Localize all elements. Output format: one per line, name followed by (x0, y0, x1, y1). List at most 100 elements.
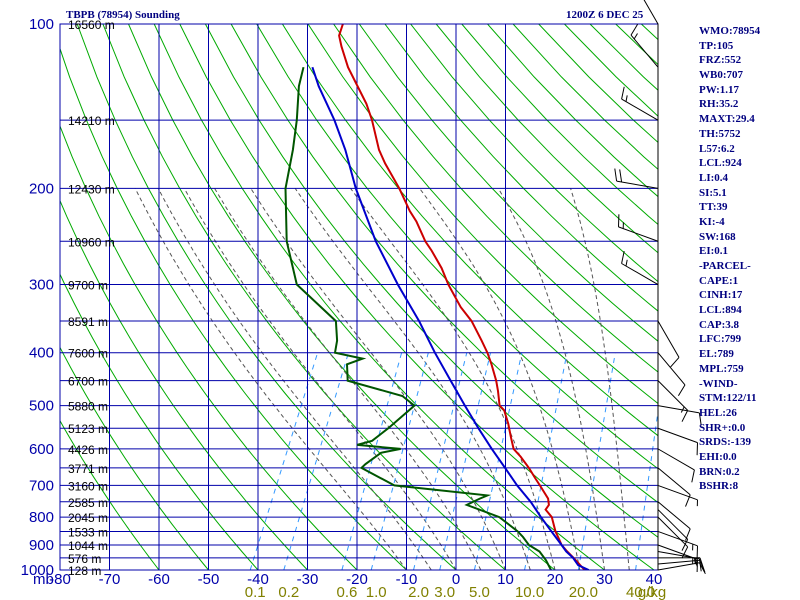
wind-barb-flag (621, 250, 625, 264)
pressure-tick-label: 100 (29, 16, 54, 33)
wind-barb-staff (657, 320, 680, 358)
moist-adiabat-line (134, 188, 407, 570)
height-label: 5123 m (68, 422, 108, 436)
mixing-ratio-line (635, 407, 658, 570)
wind-barb (657, 405, 702, 426)
moist-adiabat-line (419, 188, 581, 570)
index-item: MPL:759 (699, 362, 744, 375)
temperature-tick-label: -20 (346, 571, 368, 588)
height-label: 1533 m (68, 525, 108, 539)
wind-barb-staff (618, 226, 659, 242)
wind-barb-flag (681, 539, 689, 551)
height-label: 5880 m (68, 400, 108, 414)
wind-barb (621, 250, 659, 285)
index-item: CAPE:1 (699, 274, 739, 287)
stability-indices-panel: WMO:78954 TP:105 FRZ:552 WB0:707 PW:1.17 RH:3… (699, 24, 760, 494)
index-item: LCL:894 (699, 304, 742, 317)
wind-barb-flag (691, 469, 695, 483)
temperature-tick-label: -60 (148, 571, 170, 588)
temperature-line (338, 24, 586, 570)
mixing-ratio-lines (249, 352, 658, 570)
wind-barb-staff (621, 98, 659, 121)
wind-barb-staff (657, 509, 689, 540)
wind-barb-flag (614, 168, 618, 182)
wind-barb-half-flag (633, 33, 638, 40)
index-item: BSHR:8 (699, 480, 739, 493)
x-axis-unit-label: mb (33, 571, 54, 588)
wind-barb-staff (630, 34, 659, 68)
temperature-tick-label: 0 (452, 571, 460, 588)
wind-barb (657, 352, 686, 396)
mixing-ratio-label: 10.0 (515, 584, 544, 600)
wind-barb-flag (619, 169, 623, 182)
height-label: 2585 m (68, 496, 108, 510)
mixing-ratio-line (413, 352, 468, 570)
isotherms (109, 24, 506, 570)
height-label: 2045 m (68, 511, 108, 525)
mixing-ratio-line (370, 352, 429, 570)
index-item: MAXT:29.4 (699, 113, 755, 126)
pressure-tick-label: 600 (29, 441, 54, 458)
mixing-ratio-line (473, 352, 523, 570)
pressure-tick-label: 500 (29, 398, 54, 415)
wind-barb-staff (621, 263, 659, 285)
moist-adiabat-line (294, 188, 531, 570)
wind-barb (657, 320, 680, 368)
height-label: 6700 m (68, 375, 108, 389)
pressure-tick-label: 300 (29, 277, 54, 294)
index-item: EHI:0.0 (699, 450, 737, 463)
index-item: BRN:0.2 (699, 465, 740, 478)
wind-barb (618, 214, 659, 242)
pressure-tick-label: 200 (29, 180, 54, 197)
wind-barb (657, 467, 691, 507)
index-item: RH:35.2 (699, 98, 739, 111)
index-item: SI:5.1 (699, 186, 727, 199)
height-label: 12430 m (68, 182, 115, 196)
temperature-tick-label: -50 (198, 571, 220, 588)
dry-adiabat-line (128, 24, 556, 570)
wind-barb (614, 168, 659, 189)
moist-adiabat-line (157, 188, 432, 570)
dry-adiabat-line (76, 24, 457, 570)
dewpoint-line (284, 66, 552, 570)
height-label: 4426 m (68, 443, 108, 457)
height-label: 9700 m (68, 279, 108, 293)
wind-barb-staff (657, 516, 689, 548)
pressure-tick-label: 400 (29, 345, 54, 362)
height-label: 8591 m (68, 315, 108, 329)
wind-barb-staff (657, 448, 695, 471)
wind-barb (657, 530, 698, 559)
wind-barb-staff (616, 180, 659, 189)
mixing-ratio-line (439, 352, 491, 570)
mixing-ratio-label: 40.0 (626, 584, 655, 600)
wind-barb (657, 562, 706, 575)
index-item: TP:105 (699, 39, 734, 52)
dry-adiabat-line (102, 24, 506, 570)
mixing-ratio-label: 0.2 (278, 584, 299, 600)
mixing-ratio-line (283, 352, 349, 570)
wind-barb (657, 427, 698, 456)
mixing-ratio-unit: g/kg (638, 584, 666, 600)
pressure-tick-label: 1000 (21, 562, 54, 579)
wind-barb-staff (657, 380, 689, 411)
wind-barb (657, 501, 691, 541)
index-item: L57:6.2 (699, 142, 735, 155)
wind-barb-staff (657, 405, 700, 414)
wind-barb-staff (657, 544, 698, 560)
mixing-ratio-line (577, 352, 616, 570)
wind-barb-flag (630, 24, 639, 36)
height-label: 3771 m (68, 462, 108, 476)
wind-barb-flag (677, 384, 686, 396)
chart-title: TBPB (78954) Sounding (66, 9, 180, 21)
temperature-tick-label: -30 (297, 571, 319, 588)
wind-barb-flag (685, 494, 691, 507)
temperature-tick-label: -80 (49, 571, 71, 588)
wind-barb (643, 0, 659, 25)
index-item: -PARCEL- (699, 260, 751, 272)
wind-barb (657, 509, 689, 551)
index-item: PW:1.17 (699, 83, 740, 96)
index-item: SHR+:0.0 (699, 421, 746, 434)
dry-adiabats (60, 24, 658, 570)
index-item: STM:122/11 (699, 392, 757, 405)
wind-barb-flag (681, 410, 689, 422)
